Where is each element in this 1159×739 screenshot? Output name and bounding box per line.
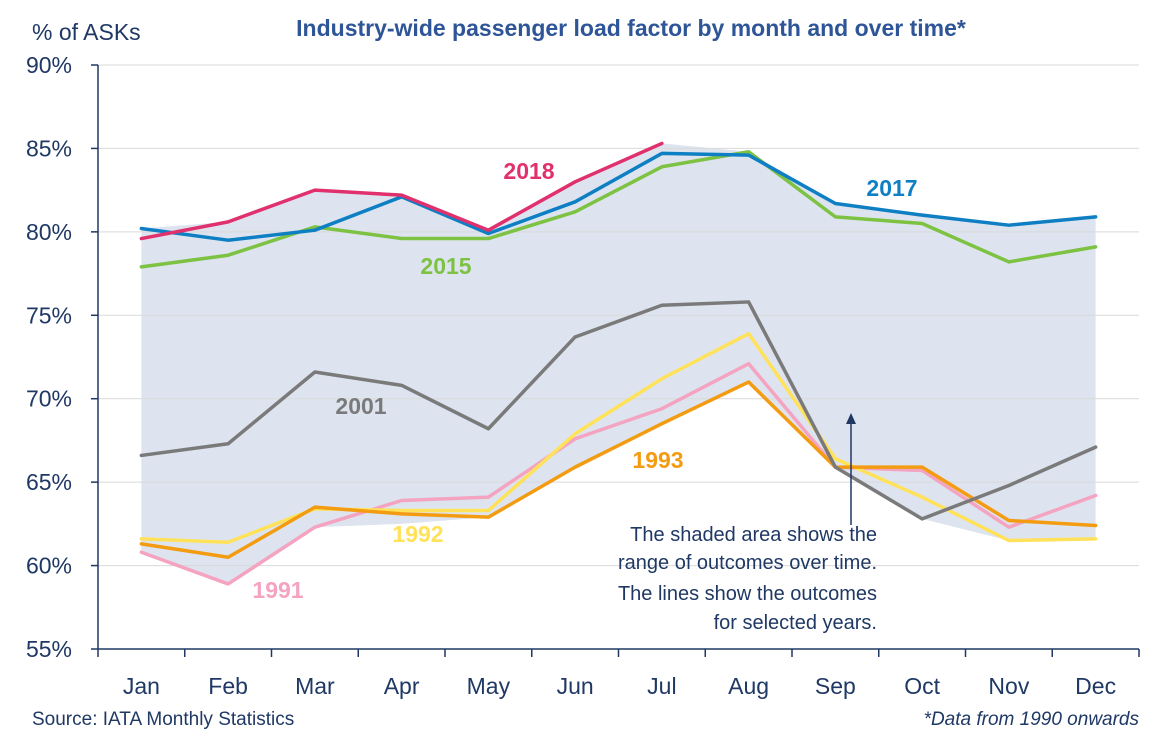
series-line-1993 (139, 380, 1098, 559)
y-tick-label: 55% (26, 636, 72, 662)
series-label-2001: 2001 (335, 393, 386, 419)
x-tick-label: Feb (208, 673, 248, 699)
x-tick-label: Oct (904, 673, 940, 699)
series-label-1992: 1992 (392, 521, 443, 547)
x-tick-label: Nov (988, 673, 1029, 699)
y-tick-label: 90% (26, 52, 72, 78)
gridlines (98, 64, 1139, 567)
series-line-2017 (139, 151, 1098, 242)
series-label-1993: 1993 (632, 447, 683, 473)
x-tick-label: Dec (1075, 673, 1116, 699)
x-tick-label: Sep (815, 673, 856, 699)
x-tick-label: Aug (728, 673, 769, 699)
axes: 55% 60% 65% 70% 75% 80% 85% 90% Jan Feb Mar Apr May J… (26, 52, 1140, 699)
x-tick-label: Jun (557, 673, 594, 699)
range-band (141, 143, 1096, 584)
footnote: *Data from 1990 onwards (924, 709, 1140, 730)
series-line-1991 (139, 361, 1098, 586)
y-tick-label: 85% (26, 135, 72, 161)
y-tick-label: 70% (26, 386, 72, 412)
x-tick-label: May (467, 673, 511, 699)
y-tick-label: 75% (26, 302, 72, 328)
series-label-2018: 2018 (503, 158, 554, 184)
x-tick-label: Jul (647, 673, 676, 699)
source-note: Source: IATA Monthly Statistics (32, 709, 294, 730)
y-tick-label: 65% (26, 469, 72, 495)
annotation-line-3: The lines show the outcomes (618, 583, 877, 605)
chart-title: Industry-wide passenger load factor by m… (296, 15, 966, 41)
series-label-1991: 1991 (252, 577, 303, 603)
y-axis-label: % of ASKs (32, 19, 141, 45)
x-tick-label: Jan (123, 673, 160, 699)
annotation: The shaded area shows the range of outco… (618, 413, 877, 634)
annotation-line-1: The shaded area shows the (630, 524, 877, 546)
series-line-2001 (139, 300, 1098, 521)
y-tick-label: 80% (26, 219, 72, 245)
series-label-2017: 2017 (866, 175, 917, 201)
y-tick-label: 60% (26, 553, 72, 579)
series-labels: 2018 2017 2015 2001 1993 1992 1991 (252, 158, 917, 603)
x-tick-label: Mar (295, 673, 335, 699)
range-band-layer (141, 143, 1096, 584)
x-tick-label: Apr (384, 673, 420, 699)
annotation-line-4: for selected years. (714, 612, 877, 634)
series-lines (139, 141, 1098, 586)
series-line-2018 (139, 141, 664, 241)
annotation-arrow-head (846, 413, 856, 424)
series-label-2015: 2015 (420, 253, 471, 279)
annotation-line-2: range of outcomes over time. (618, 552, 877, 574)
